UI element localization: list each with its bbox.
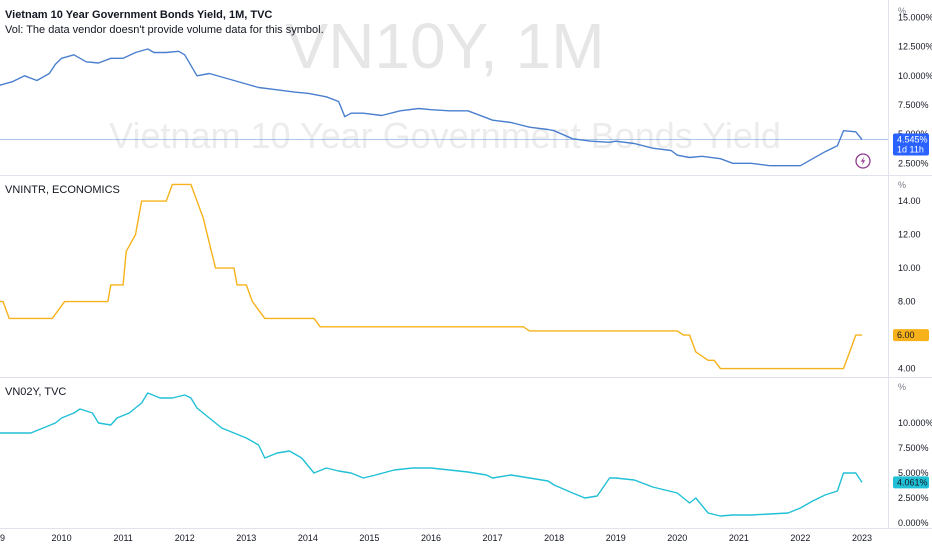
xtick-6: 2015 xyxy=(359,533,379,543)
pane1-ytick-3: 10.000% xyxy=(898,71,932,81)
pane1-subtitle: Vol: The data vendor doesn't provide vol… xyxy=(5,24,324,36)
pane3-title: VN02Y, TVC xyxy=(5,386,66,398)
pane2-title: VNINTR, ECONOMICS xyxy=(5,184,120,196)
xtick-13: 2022 xyxy=(790,533,810,543)
pane3-last-value-label: 4.061% xyxy=(897,477,928,487)
pane2-ytick-4: 12.00 xyxy=(898,230,921,240)
pane2-ytick-5: 14.00 xyxy=(898,196,921,206)
pane2-unit: % xyxy=(898,180,906,190)
lightning-bolt-icon[interactable] xyxy=(855,153,871,169)
pane3-last-value-badge xyxy=(893,476,929,489)
pane1-unit: % xyxy=(898,6,906,16)
pane1-countdown-label: 1d 11h xyxy=(897,144,924,154)
pane3-series-line[interactable] xyxy=(0,392,863,517)
xtick-3: 2012 xyxy=(175,533,195,543)
xtick-0: 09 xyxy=(0,533,5,543)
xtick-11: 2020 xyxy=(667,533,687,543)
xtick-5: 2014 xyxy=(298,533,318,543)
time-axis: 09 2010 2011 2012 2013 2014 2015 2016 2017 2018 20… xyxy=(0,533,872,543)
series-lines[interactable] xyxy=(0,48,888,517)
pane3-ytick-1: 2.500% xyxy=(898,493,929,503)
watermark-name: Vietnam 10 Year Government Bonds Yield xyxy=(109,115,781,156)
pane3-ytick-4: 10.000% xyxy=(898,418,932,428)
pane3-ytick-3: 7.500% xyxy=(898,443,929,453)
pane3-ytick-0: 0.000% xyxy=(898,518,929,528)
pane2-ytick-3: 10.00 xyxy=(898,263,921,273)
xtick-14: 2023 xyxy=(852,533,872,543)
xtick-12: 2021 xyxy=(729,533,749,543)
pane1-last-value-badge xyxy=(893,133,929,156)
price-axis-ticks: 2.500% 5.000% 7.500% 10.000% 12.500% 15.000% 4… xyxy=(898,13,932,529)
pane1-ytick-4: 12.500% xyxy=(898,42,932,52)
pane3-unit: % xyxy=(898,382,906,392)
xtick-9: 2018 xyxy=(544,533,564,543)
last-value-badges: 4.545%1d 11h 6.00 4.061% xyxy=(893,133,929,489)
watermark-symbol: VN10Y, 1M xyxy=(286,10,605,82)
pane2-ytick-0: 4.00 xyxy=(898,364,916,374)
pane1-last-value-label: 4.545% xyxy=(897,134,928,144)
pane2-last-value-label: 6.00 xyxy=(897,330,915,340)
xtick-10: 2019 xyxy=(606,533,626,543)
pane2-last-value-badge xyxy=(893,329,929,342)
pane1-ytick-0: 2.500% xyxy=(898,158,929,168)
pane2-series-line[interactable] xyxy=(0,183,862,370)
pane1-series-line[interactable] xyxy=(0,48,863,167)
pane1-ytick-5: 15.000% xyxy=(898,13,932,23)
pane1-title: Vietnam 10 Year Government Bonds Yield, … xyxy=(5,9,272,21)
pane3-ytick-2: 5.000% xyxy=(898,468,929,478)
xtick-4: 2013 xyxy=(236,533,256,543)
pane2-ytick-2: 8.00 xyxy=(898,297,916,307)
pane1-ytick-2: 7.500% xyxy=(898,100,929,110)
xtick-1: 2010 xyxy=(52,533,72,543)
xtick-2: 2011 xyxy=(113,533,132,543)
xtick-8: 2017 xyxy=(483,533,503,543)
xtick-7: 2016 xyxy=(421,533,441,543)
